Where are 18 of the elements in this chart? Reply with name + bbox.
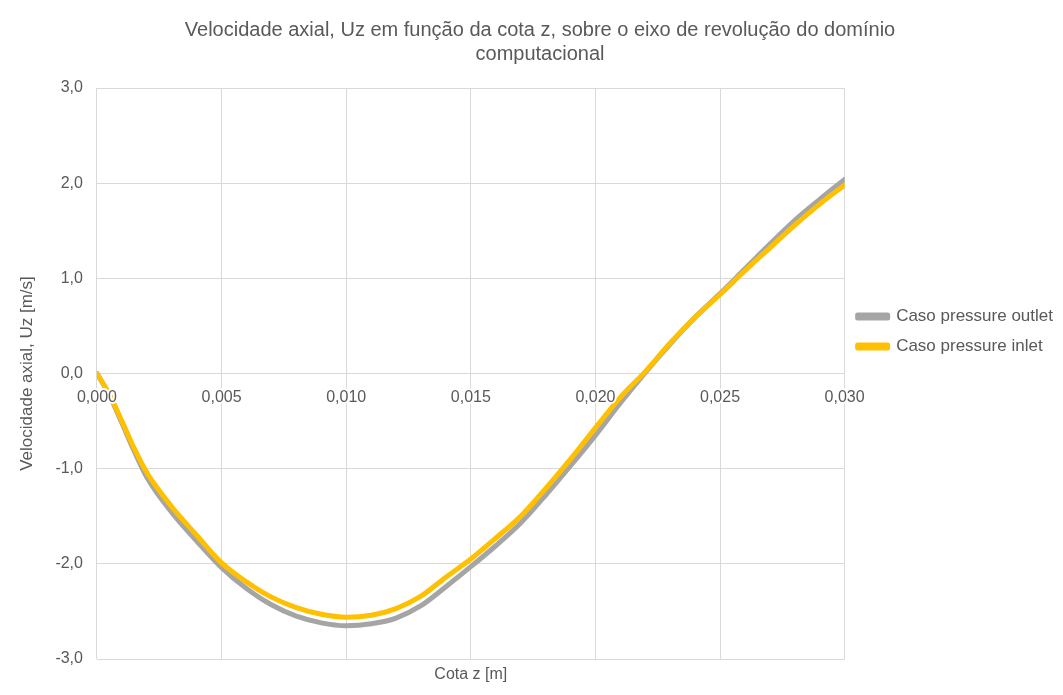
x-axis-title: Cota z [m] — [434, 665, 508, 683]
y-tick-label: 3,0 — [60, 78, 84, 96]
x-tick-label: 0,030 — [824, 387, 865, 405]
y-axis-title: Velocidade axial, Uz [m/s] — [16, 276, 36, 471]
y-tick-label: 1,0 — [60, 268, 84, 286]
y-tick-label: -3,0 — [55, 649, 84, 667]
x-tick-label: 0,025 — [700, 387, 741, 405]
x-tick-label: 0,015 — [450, 387, 491, 405]
legend-label: Caso pressure outlet — [896, 306, 1054, 326]
x-tick-label: 0,020 — [575, 387, 616, 405]
y-tick-label: 2,0 — [60, 173, 84, 191]
y-tick-label: -1,0 — [55, 459, 84, 477]
x-tick-label: 0,005 — [201, 387, 242, 405]
chart-title: Velocidade axial, Uz em função da cota z, sobre o eixo de revolução do domínio computacional — [184, 17, 896, 64]
y-tick-label: -2,0 — [55, 554, 84, 572]
x-tick-label: 0,010 — [326, 387, 367, 405]
legend-label: Caso pressure inlet — [896, 336, 1043, 356]
y-tick-label: 0,0 — [60, 363, 84, 381]
